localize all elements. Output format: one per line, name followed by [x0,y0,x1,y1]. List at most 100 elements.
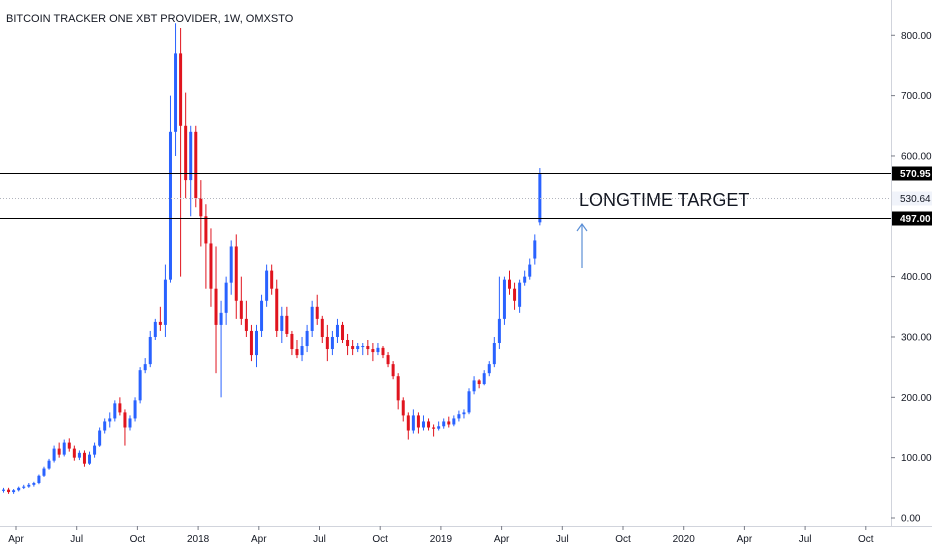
candle [93,442,97,458]
candle [174,23,178,156]
candle [27,483,31,488]
candle [325,324,329,362]
candle [351,339,355,356]
time-tick-label: Apr [737,534,753,545]
candle-body [472,380,476,392]
candle [472,376,476,395]
time-tick-label: Oct [130,534,146,545]
candle-body [487,364,491,374]
candle [163,264,167,337]
candle-body [502,279,506,319]
candle [295,339,299,359]
candle [376,343,380,356]
candle-body [199,198,203,217]
time-tick-label: Jul [556,534,569,545]
candle-body [346,339,350,347]
candle-body [72,448,76,458]
annotation-longtime-target: LONGTIME TARGET [579,190,749,210]
candle-body [376,347,380,353]
candle [260,294,264,337]
candle-body [421,421,425,428]
candle-body [427,421,431,428]
candle-body [67,442,71,449]
candle [335,318,339,344]
candle-body [330,336,334,350]
price-tick-label: 800.00 [901,31,932,42]
candle-body [447,421,451,425]
candle-body [239,300,243,319]
candle [224,276,228,325]
candle-body [57,448,61,455]
candle [270,264,274,295]
candle-body [179,53,183,126]
candle-body [341,324,345,340]
price-tick-label: 400.00 [901,272,932,283]
price-lines: 570.95 530.64 497.00 [0,166,932,226]
candle-body [174,53,178,132]
candle [280,306,284,344]
candle [138,367,142,404]
candle [158,306,162,331]
candle-body [47,460,51,469]
candle-body [497,318,501,344]
candle [442,418,446,429]
candle [82,450,86,467]
candle [184,92,188,199]
candle-body [77,452,81,458]
candle-body [361,346,365,348]
candle [265,264,269,307]
candle-body [270,270,274,289]
candle-body [184,125,188,181]
time-tick-label: Jul [799,534,812,545]
candle-body [518,282,522,307]
candle [497,276,501,350]
time-tick-label: Oct [858,534,874,545]
candle [523,270,527,286]
candle [457,410,461,422]
candle-body [442,421,446,427]
candle [47,458,51,470]
time-tick-label: Oct [615,534,631,545]
candle-body [244,318,248,331]
candle-body [82,452,86,464]
candle [88,451,92,465]
candle [57,442,61,458]
candle-body [143,364,147,371]
candle [533,234,537,265]
candle-body [457,414,461,419]
candle-body [123,412,127,428]
candle [22,484,26,490]
candle [290,330,294,356]
candle-body [482,373,486,385]
candle [229,240,233,295]
candle [2,487,5,493]
candle-body [533,240,537,259]
candle [234,234,238,319]
candle [518,279,522,313]
candle-body [290,333,294,350]
candle [437,421,441,431]
candle-body [437,426,441,429]
candle [98,427,102,447]
candle [406,412,410,440]
candle-body [103,421,107,431]
price-line-badge-label: 570.95 [900,169,931,180]
time-tick-label: Jul [70,534,83,545]
candle [62,439,66,457]
candle-body [113,403,117,419]
candle-body [12,490,16,493]
candle-body [42,468,46,476]
candle [12,489,16,494]
time-axis: Apr Jul Oct 2018 Apr Jul Oct 2019 Apr Jul Oct 2020 A… [8,526,874,545]
candle-body [88,454,92,464]
candle [305,324,309,353]
candle [452,415,456,427]
candle-body [194,131,198,199]
candle [477,379,481,389]
candle [113,400,117,422]
candle [346,333,350,356]
candle [194,125,198,208]
candle [381,346,385,359]
candle-body [17,487,21,491]
candle-body [285,315,289,334]
